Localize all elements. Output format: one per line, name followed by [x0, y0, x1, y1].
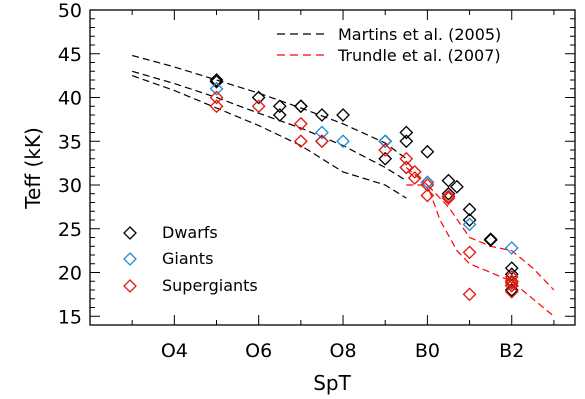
legend-label-martins: Martins et al. (2005)	[338, 25, 501, 44]
supergiants-point	[420, 178, 435, 192]
supergiants-point	[504, 274, 519, 289]
supergiants-point	[399, 160, 414, 175]
y-tick-label: 50	[58, 0, 82, 22]
supergiants-point	[293, 134, 308, 149]
dwarfs-point	[449, 179, 464, 194]
supergiants-point	[441, 191, 456, 206]
dwarfs-point	[378, 134, 393, 149]
dwarfs-point	[293, 99, 308, 114]
martins-line	[132, 54, 407, 160]
supergiants-point	[293, 116, 308, 131]
dwarfs-point	[441, 173, 456, 188]
legend-marker-supergiants	[123, 279, 137, 293]
legend-label-dwarfs: Dwarfs	[162, 223, 218, 242]
y-tick-label: 30	[58, 175, 82, 197]
martins-line	[132, 70, 407, 182]
giants-point	[209, 81, 224, 96]
dwarfs-point	[272, 99, 287, 114]
martins-line	[131, 75, 407, 199]
supergiants-point	[251, 99, 266, 114]
supergiants-point	[407, 171, 422, 185]
legend-marker-giants	[123, 252, 137, 266]
supergiants-point	[420, 188, 435, 203]
dwarfs-point	[399, 125, 414, 140]
supergiants-point	[441, 189, 456, 204]
supergiants-point	[462, 245, 477, 260]
y-tick-label: 25	[58, 219, 82, 241]
giants-point	[420, 175, 435, 190]
giants-point	[504, 241, 519, 255]
dwarfs-point	[462, 213, 477, 227]
dwarfs-point	[293, 99, 308, 114]
supergiants-point	[504, 284, 519, 299]
y-tick-label: 35	[58, 131, 82, 153]
trundle-line	[406, 184, 555, 291]
y-tick-label: 45	[58, 44, 82, 66]
supergiants-point	[407, 164, 422, 179]
dwarfs-point	[251, 90, 266, 105]
legend-marker-dwarfs	[123, 226, 137, 240]
dwarfs-point	[483, 233, 498, 248]
x-tick-label: B0	[415, 340, 440, 362]
supergiants-point	[504, 269, 519, 284]
dwarfs-point	[462, 202, 477, 217]
dwarfs-point	[209, 73, 224, 87]
giants-point	[462, 217, 477, 232]
dwarfs-point	[504, 261, 519, 276]
giants-point	[378, 134, 393, 149]
data-points	[209, 73, 519, 302]
dwarfs-point	[420, 144, 435, 159]
dwarfs-point	[272, 108, 287, 122]
x-tick-label: O6	[245, 340, 272, 362]
supergiants-point	[315, 134, 329, 149]
x-tick-label: B2	[499, 340, 524, 362]
axis-ticks	[89, 9, 575, 326]
marker-legend: Dwarfs Giants Supergiants	[123, 223, 258, 295]
y-axis-label: Teff (kK)	[21, 127, 45, 210]
line-legend: Martins et al. (2005) Trundle et al. (20…	[277, 25, 501, 65]
dwarfs-point	[399, 134, 414, 149]
y-tick-label: 40	[58, 88, 82, 110]
x-axis-label: SpT	[313, 371, 351, 395]
supergiants-point	[209, 99, 224, 114]
dwarfs-point	[209, 74, 224, 89]
supergiants-point	[209, 90, 224, 105]
supergiants-point	[399, 151, 414, 166]
giants-point	[336, 134, 350, 149]
dwarfs-point	[483, 232, 498, 247]
dwarfs-point	[441, 186, 456, 201]
y-tick-label: 15	[58, 306, 82, 328]
legend-label-giants: Giants	[162, 249, 213, 268]
x-tick-label: O4	[161, 340, 188, 362]
supergiants-point	[504, 278, 519, 293]
giants-point	[315, 125, 329, 140]
y-tick-label: 20	[58, 263, 82, 285]
dwarfs-point	[378, 151, 393, 166]
supergiants-point	[462, 287, 477, 302]
legend-label-supergiants: Supergiants	[162, 276, 258, 295]
supergiants-point	[504, 276, 519, 290]
supergiants-point	[378, 143, 393, 157]
dwarfs-point	[336, 108, 350, 122]
legend-label-trundle: Trundle et al. (2007)	[337, 46, 501, 65]
x-tick-label: O8	[330, 340, 357, 362]
dwarfs-point	[315, 108, 329, 122]
